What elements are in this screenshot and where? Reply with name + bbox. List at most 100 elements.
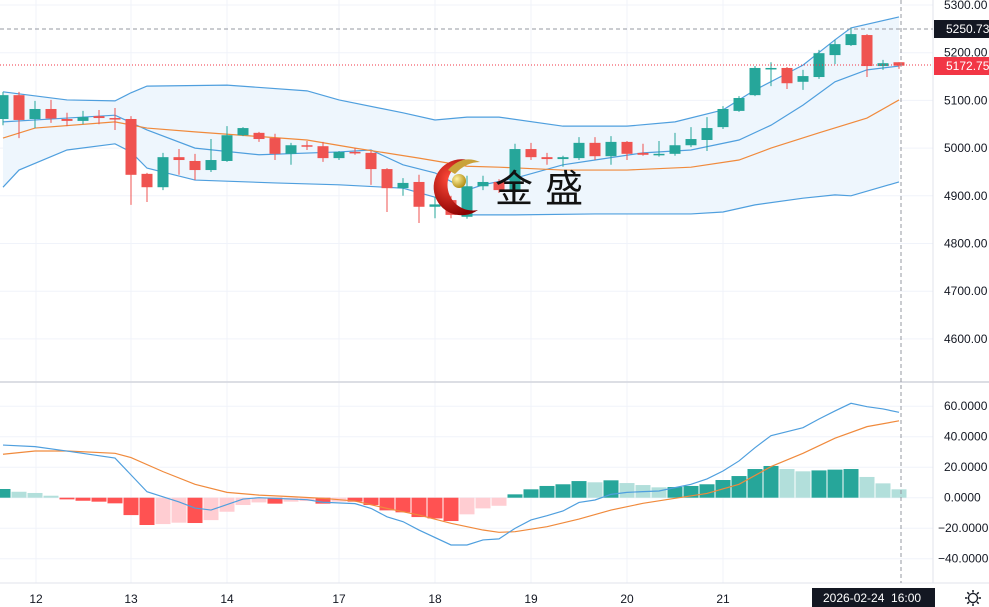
candle xyxy=(717,106,729,130)
logo-ball-icon xyxy=(452,174,466,188)
candle-body xyxy=(109,118,121,120)
macd-tick-label: −40.0000 xyxy=(938,552,989,566)
candle-body xyxy=(61,119,73,121)
candle xyxy=(365,150,377,185)
candle-body xyxy=(365,152,377,170)
macd-histogram-bar xyxy=(443,497,459,522)
price-tick-label: 4600.00 xyxy=(944,332,988,346)
candle-body xyxy=(573,142,585,159)
macd-histogram-bar xyxy=(491,497,507,506)
gear-icon[interactable] xyxy=(965,590,981,606)
candle-body xyxy=(637,152,649,155)
candle-body xyxy=(845,34,857,46)
candle xyxy=(77,110,89,125)
price-tick-label: 4800.00 xyxy=(944,237,988,251)
candle xyxy=(541,152,553,165)
macd-histogram-bar xyxy=(779,469,795,498)
macd-histogram-bar xyxy=(75,497,91,501)
candle xyxy=(109,108,121,130)
candle xyxy=(669,132,681,156)
candle xyxy=(205,139,217,172)
candle-body xyxy=(381,169,393,189)
candle-body xyxy=(717,108,729,128)
macd-pane xyxy=(0,402,907,546)
time-tick-label: 19 xyxy=(524,592,538,606)
price-tick-label: 4700.00 xyxy=(944,284,988,298)
candle xyxy=(13,91,25,139)
candle xyxy=(253,131,265,142)
macd-tick-label: 60.0000 xyxy=(944,399,988,413)
candle-body xyxy=(333,151,345,159)
candle-body xyxy=(685,139,697,146)
last-price-text: 5172.75 xyxy=(946,59,989,73)
candle xyxy=(189,153,201,181)
candle-body xyxy=(429,204,441,207)
macd-histogram-bar xyxy=(891,489,907,498)
candle-body xyxy=(797,76,809,82)
candle xyxy=(173,149,185,175)
candle-body xyxy=(29,108,41,120)
macd-histogram-bar xyxy=(859,476,875,498)
bollinger-fill xyxy=(3,16,899,215)
macd-histogram-bar xyxy=(683,485,699,498)
candle xyxy=(157,152,169,191)
candle xyxy=(701,117,713,151)
macd-histogram-bar xyxy=(811,470,827,498)
macd-axis[interactable]: 60.0000 40.0000 20.0000 0.0000 −20.0000 −40.0… xyxy=(938,399,989,566)
candle-body xyxy=(701,128,713,140)
time-tick-label: 18 xyxy=(428,592,442,606)
macd-line xyxy=(2,402,900,546)
candle xyxy=(413,174,425,223)
candle-body xyxy=(877,63,889,67)
candle-body xyxy=(509,149,521,191)
price-tick-label: 5300.00 xyxy=(944,0,988,12)
macd-histogram-bar xyxy=(315,497,331,504)
candle-body xyxy=(893,62,905,66)
candle xyxy=(845,27,857,47)
candle xyxy=(557,155,569,167)
time-axis[interactable]: 12 13 14 17 18 19 20 21 xyxy=(29,592,730,606)
macd-histogram-bar xyxy=(107,497,123,504)
candle-body xyxy=(525,149,537,158)
time-tick-label: 21 xyxy=(716,592,730,606)
last-price-label: 5172.75 xyxy=(934,57,989,75)
candle-body xyxy=(653,153,665,156)
macd-histogram-bar xyxy=(731,476,747,498)
macd-tick-label: 20.0000 xyxy=(944,460,988,474)
macd-tick-label: −20.0000 xyxy=(938,521,989,535)
candle xyxy=(621,140,633,161)
crosshair-price-label: 5250.73 xyxy=(934,20,989,38)
macd-histogram-bar xyxy=(795,471,811,498)
candle-body xyxy=(77,117,89,121)
price-axis[interactable]: 5300.00 5200.00 5100.00 5000.00 4900.00 4800.… xyxy=(944,0,988,346)
macd-histogram-bar xyxy=(155,497,171,525)
candle xyxy=(749,66,761,97)
macd-histogram-bar xyxy=(507,494,523,498)
candle-body xyxy=(157,157,169,188)
candle xyxy=(61,112,73,127)
macd-histogram-bar xyxy=(59,497,75,500)
candle xyxy=(781,67,793,89)
macd-histogram-bar xyxy=(843,469,859,498)
macd-histogram-bar xyxy=(587,482,603,498)
macd-histogram-bar xyxy=(459,497,475,515)
candle xyxy=(829,39,841,65)
candle xyxy=(525,142,537,161)
macd-histogram-bar xyxy=(667,487,683,498)
macd-histogram-bar xyxy=(251,497,267,503)
candle xyxy=(301,140,313,151)
logo-text: 金 盛 xyxy=(495,167,583,211)
macd-histogram-bar xyxy=(11,491,27,498)
candle-body xyxy=(45,108,57,119)
candle-body xyxy=(189,160,201,171)
crosshair-time-label: 2026-02-24 16:00 xyxy=(812,588,935,607)
candle-body xyxy=(829,44,841,56)
macd-tick-label: 0.0000 xyxy=(944,491,981,505)
bollinger-bands xyxy=(2,16,900,216)
candle xyxy=(653,140,665,157)
candle-body xyxy=(301,145,313,147)
candle-body xyxy=(13,95,25,120)
macd-histogram-bar xyxy=(651,487,667,498)
candle xyxy=(685,127,697,148)
